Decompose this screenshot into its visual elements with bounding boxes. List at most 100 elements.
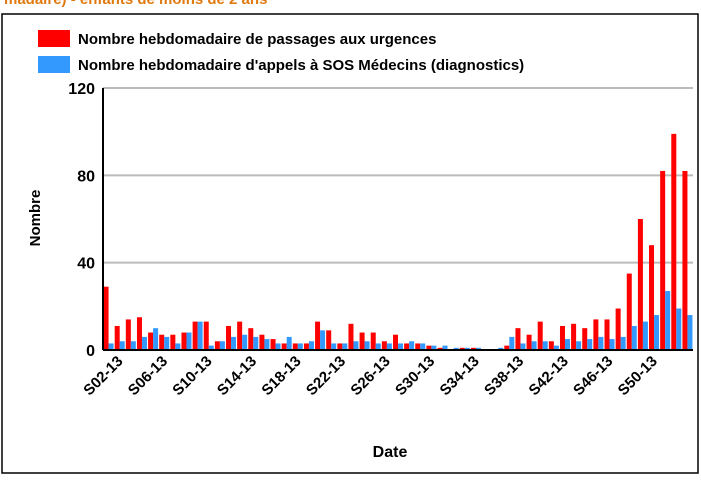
bar [398,343,404,350]
bar [682,170,688,350]
bar [537,321,543,350]
x-tick-label: S18-13 [258,353,304,399]
bar [370,332,376,350]
bar [125,319,131,350]
bar [103,286,109,350]
bar [130,341,136,350]
bar [326,330,332,350]
bar [593,319,599,350]
bar [515,328,521,350]
bar [576,341,582,350]
bar [292,343,298,350]
bar [459,347,465,350]
x-tick-label: S22-13 [303,353,349,399]
bar [114,325,120,350]
x-tick-label: S34-13 [437,353,483,399]
legend-swatch [38,30,70,47]
bar [186,332,192,350]
bar [270,339,276,350]
bar [420,343,426,350]
bar [409,341,415,350]
bar [259,334,265,350]
bar [153,328,159,350]
bar [587,339,593,350]
bar [620,336,626,350]
bar [248,328,254,350]
bar [520,343,526,350]
bar [553,345,559,350]
bar [415,343,421,350]
bar [386,343,392,350]
bar [214,341,220,350]
x-tick-label: S10-13 [169,353,215,399]
bar [564,339,570,350]
bar [286,336,292,350]
bar [404,343,410,350]
bar [660,170,666,350]
bar [498,347,504,350]
bar [676,308,682,350]
bar [181,332,187,350]
bar [297,343,303,350]
x-tick-label: S06-13 [125,353,171,399]
bar [197,321,203,350]
bar [542,341,548,350]
bar [192,321,198,350]
bar [342,343,348,350]
bar [598,336,604,350]
bar [375,343,381,350]
y-axis-label: Nombre [27,190,44,247]
bar [242,334,248,350]
x-tick-label: S30-13 [392,353,438,399]
bar [381,341,387,350]
bar [353,341,359,350]
bar [504,345,510,350]
bar [253,336,259,350]
bar [315,321,321,350]
bar [475,347,481,350]
bar [665,291,671,350]
bar [364,341,370,350]
bar [437,347,443,350]
x-tick-label: S46-13 [570,353,616,399]
bar [359,332,365,350]
bar [671,133,677,350]
bar [509,336,515,350]
bar [159,334,165,350]
frame [1,13,699,474]
bar [148,332,154,350]
x-tick-label: S50-13 [615,353,661,399]
bar [392,334,398,350]
bar [308,341,314,350]
bar [320,330,326,350]
bar [337,343,343,350]
bar [431,345,437,350]
bar [531,341,537,350]
bar [281,343,287,350]
bar [637,219,643,350]
bar [631,325,637,350]
bar [687,315,693,350]
bar [219,341,225,350]
bar [170,334,176,350]
bar [626,273,632,350]
bar [231,336,237,350]
bar [526,334,532,350]
chart-title: madaire) - enfants de moins de 2 ans [4,0,267,8]
bar [604,319,610,350]
bar [548,341,554,350]
bar [642,321,648,350]
x-tick-label: S42-13 [526,353,572,399]
legend-swatch [38,56,70,73]
y-tick-label: 40 [77,256,95,273]
bar [453,347,459,350]
bar [119,341,125,350]
x-tick-label: S26-13 [347,353,393,399]
bar [208,345,214,350]
x-tick-label: S14-13 [214,353,260,399]
bar [464,347,470,350]
y-tick-label: 120 [68,81,95,98]
bar [331,343,337,350]
